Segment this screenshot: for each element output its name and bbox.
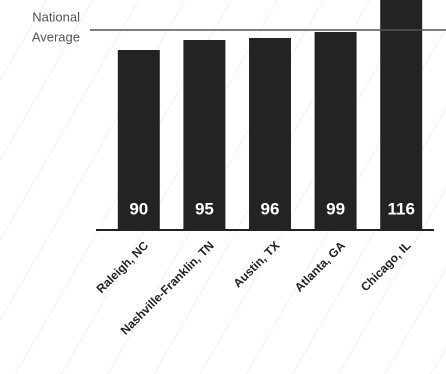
value-label: 96 xyxy=(261,199,280,218)
bar xyxy=(117,50,160,230)
bar xyxy=(380,0,423,230)
reference-label: National xyxy=(32,9,80,24)
value-label: 95 xyxy=(195,199,214,218)
bar xyxy=(183,40,226,230)
bar xyxy=(249,38,291,230)
reference-label: Average xyxy=(32,29,80,44)
value-label: 116 xyxy=(387,199,414,218)
value-label: 90 xyxy=(129,199,148,218)
bar xyxy=(314,32,357,230)
value-label: 99 xyxy=(326,199,345,218)
